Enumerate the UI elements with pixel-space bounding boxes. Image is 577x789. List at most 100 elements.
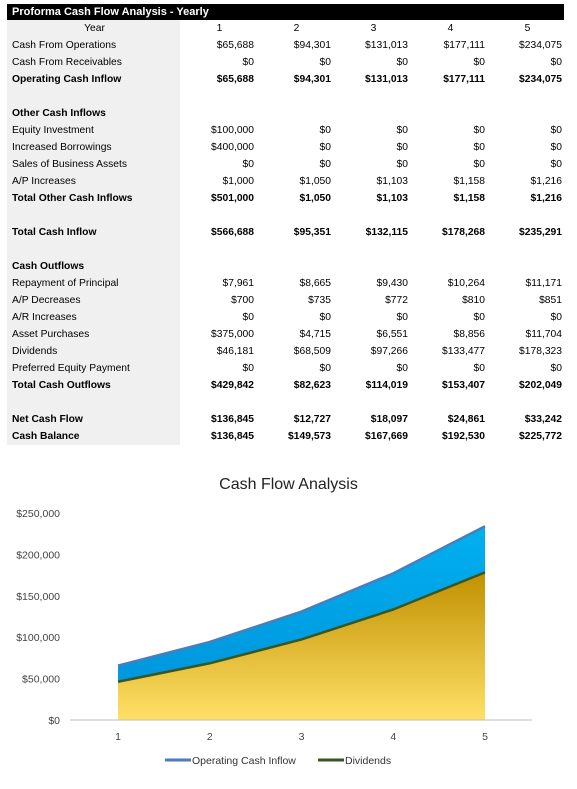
value-cell <box>257 258 334 275</box>
sheet-title: Proforma Cash Flow Analysis - Yearly <box>7 4 564 20</box>
value-cell: $33,242 <box>524 414 562 425</box>
value-cell <box>334 105 411 122</box>
value-cell <box>488 105 565 122</box>
value-cell: $234,075 <box>519 74 562 85</box>
row-label: Dividends <box>7 343 180 360</box>
value-cell: $429,842 <box>211 380 254 391</box>
value-cell: $132,115 <box>365 227 408 238</box>
y-tick-label: $50,000 <box>22 674 60 686</box>
table-row: A/P Increases $1,000 $1,050 $1,103 $1,158 $1,… <box>7 173 565 190</box>
table-row: Cash Balance $136,845 $149,573 $167,669 $192… <box>7 428 565 445</box>
spacer-cell <box>334 207 411 224</box>
table-row: Total Cash Outflows $429,842 $82,623 $114,0… <box>7 377 565 394</box>
value-cell: $12,727 <box>293 414 331 425</box>
value-cell: $136,845 <box>211 414 254 425</box>
table-row: Cash From Receivables $0 $0 $0 $0 $0 <box>7 54 565 71</box>
value-cell: $95,351 <box>293 227 331 238</box>
value-cell: $8,856 <box>453 329 486 340</box>
value-cell: $0 <box>550 312 562 323</box>
x-tick-label: 5 <box>482 731 488 743</box>
chart-title: Cash Flow Analysis <box>219 476 358 493</box>
spacer-cell <box>180 207 257 224</box>
area-dividends <box>118 572 485 720</box>
spacer-cell <box>7 394 180 411</box>
value-cell: $0 <box>396 312 408 323</box>
value-cell: $0 <box>550 159 562 170</box>
spacer-row <box>7 394 565 411</box>
row-label: A/P Increases <box>7 173 180 190</box>
value-cell: $1,216 <box>530 193 563 204</box>
spacer-cell <box>257 394 334 411</box>
table-row: Increased Borrowings $400,000 $0 $0 $0 $0 <box>7 139 565 156</box>
header-label: Year <box>7 20 180 37</box>
value-cell: $0 <box>319 312 331 323</box>
row-label: Operating Cash Inflow <box>7 71 180 88</box>
cash-flow-chart: Cash Flow Analysis $0 $50,000 $100,000 $150… <box>0 468 577 784</box>
value-cell: $0 <box>550 363 562 374</box>
spacer-row <box>7 88 565 105</box>
spacer-cell <box>488 207 565 224</box>
row-label: Total Other Cash Inflows <box>7 190 180 207</box>
value-cell <box>180 258 257 275</box>
value-cell: $167,669 <box>365 431 408 442</box>
y-tick-label: $0 <box>48 715 60 727</box>
value-cell: $1,050 <box>299 176 332 187</box>
spacer-cell <box>488 394 565 411</box>
spacer-cell <box>411 88 488 105</box>
value-cell: $11,704 <box>525 329 562 340</box>
table-row: A/P Decreases $700 $735 $772 $810 $851 <box>7 292 565 309</box>
value-cell: $24,861 <box>447 414 485 425</box>
spacer-cell <box>488 88 565 105</box>
spacer-cell <box>7 207 180 224</box>
year-header: 3 <box>370 23 377 34</box>
row-label: Net Cash Flow <box>7 411 180 428</box>
spacer-cell <box>411 207 488 224</box>
value-cell: $202,049 <box>519 380 562 391</box>
value-cell: $178,323 <box>519 346 562 357</box>
value-cell: $94,301 <box>293 74 331 85</box>
value-cell: $0 <box>396 125 408 136</box>
value-cell: $400,000 <box>211 142 254 153</box>
row-label: Sales of Business Assets <box>7 156 180 173</box>
value-cell: $1,158 <box>453 176 486 187</box>
spacer-cell <box>257 241 334 258</box>
year-header: 5 <box>524 23 531 34</box>
value-cell: $0 <box>242 57 254 68</box>
value-cell: $153,407 <box>442 380 485 391</box>
row-label: A/R Increases <box>7 309 180 326</box>
value-cell: $0 <box>473 57 485 68</box>
spacer-cell <box>334 241 411 258</box>
value-cell: $225,772 <box>519 431 562 442</box>
row-label: A/P Decreases <box>7 292 180 309</box>
y-tick-label: $100,000 <box>16 632 60 644</box>
value-cell: $6,551 <box>376 329 409 340</box>
value-cell <box>488 258 565 275</box>
value-cell: $0 <box>242 363 254 374</box>
spacer-cell <box>411 394 488 411</box>
cash-flow-sheet: Proforma Cash Flow Analysis - Yearly Yea… <box>7 4 564 445</box>
value-cell: $4,715 <box>299 329 332 340</box>
value-cell: $18,097 <box>370 414 408 425</box>
spacer-cell <box>257 88 334 105</box>
x-tick-label: 4 <box>390 731 396 743</box>
row-label: Cash Outflows <box>7 258 180 275</box>
value-cell <box>180 105 257 122</box>
row-label: Cash From Operations <box>7 37 180 54</box>
value-cell: $136,845 <box>211 431 254 442</box>
value-cell: $235,291 <box>519 227 562 238</box>
table-row: A/R Increases $0 $0 $0 $0 $0 <box>7 309 565 326</box>
value-cell: $735 <box>308 295 331 306</box>
value-cell <box>411 105 488 122</box>
value-cell: $0 <box>473 125 485 136</box>
table-row: Repayment of Principal $7,961 $8,665 $9,430… <box>7 275 565 292</box>
y-tick-label: $200,000 <box>16 549 60 561</box>
year-header: 2 <box>293 23 300 34</box>
value-cell: $82,623 <box>293 380 331 391</box>
value-cell: $501,000 <box>211 193 254 204</box>
value-cell: $375,000 <box>211 329 254 340</box>
value-cell: $1,050 <box>299 193 332 204</box>
row-label: Increased Borrowings <box>7 139 180 156</box>
header-row: Year 1 2 3 4 5 <box>7 20 565 37</box>
value-cell: $131,013 <box>365 74 408 85</box>
value-cell: $7,961 <box>222 278 255 289</box>
